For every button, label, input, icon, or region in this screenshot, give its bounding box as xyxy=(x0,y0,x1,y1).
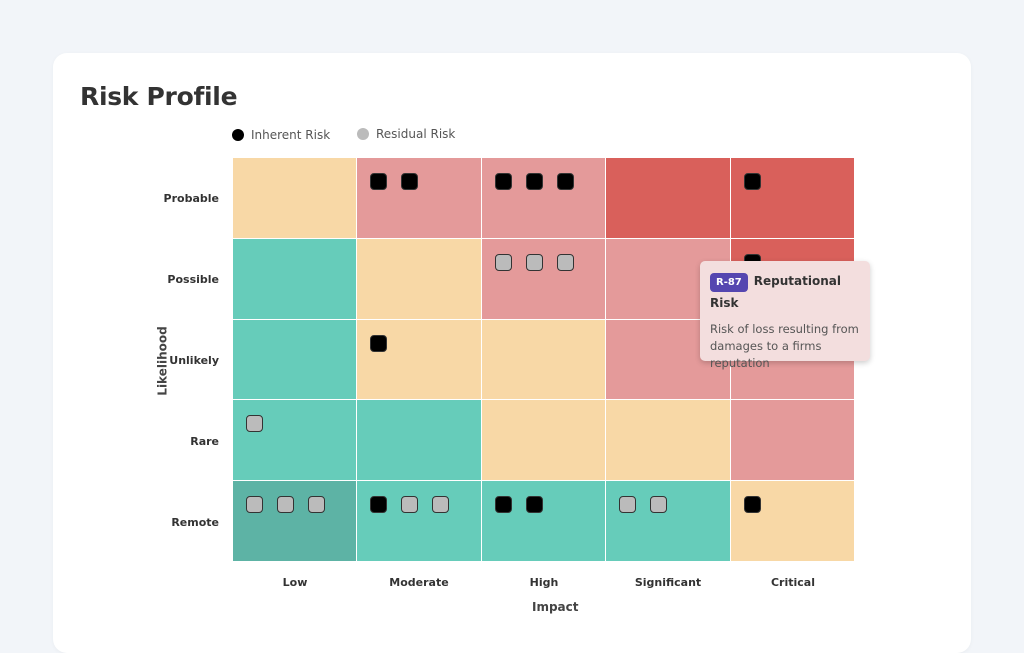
matrix-cell[interactable] xyxy=(481,319,607,401)
residual-risk-marker[interactable] xyxy=(432,496,450,514)
matrix-cell[interactable] xyxy=(233,238,358,320)
residual-risk-marker[interactable] xyxy=(246,496,263,514)
gray-dot-icon xyxy=(357,128,369,140)
y-tick-label: Rare xyxy=(190,435,219,448)
risk-id-badge: R-87 xyxy=(710,273,748,292)
legend-item-residual: Residual Risk xyxy=(357,127,455,141)
x-tick-label: Critical xyxy=(770,576,815,589)
matrix-cell[interactable] xyxy=(357,319,482,401)
matrix-cell[interactable] xyxy=(357,481,482,562)
inherent-risk-marker[interactable] xyxy=(525,496,543,514)
x-axis-title: Impact xyxy=(532,600,579,614)
black-dot-icon xyxy=(232,129,244,141)
risk-matrix xyxy=(233,158,855,562)
matrix-cell[interactable] xyxy=(357,238,482,320)
residual-risk-marker[interactable] xyxy=(246,415,263,433)
inherent-risk-marker[interactable] xyxy=(370,496,388,514)
inherent-risk-marker[interactable] xyxy=(370,334,388,352)
matrix-cell[interactable] xyxy=(730,400,855,482)
matrix-cell[interactable] xyxy=(481,481,607,562)
inherent-risk-marker[interactable] xyxy=(743,496,761,514)
x-tick-label: Low xyxy=(282,576,308,589)
inherent-risk-marker[interactable] xyxy=(494,173,512,190)
residual-risk-marker[interactable] xyxy=(494,253,512,271)
matrix-cell[interactable] xyxy=(730,158,855,239)
residual-risk-marker[interactable] xyxy=(650,496,668,514)
matrix-cell[interactable] xyxy=(357,400,482,482)
matrix-cell[interactable] xyxy=(481,400,607,482)
x-tick-label: Moderate xyxy=(389,576,449,589)
inherent-risk-marker[interactable] xyxy=(525,173,543,190)
x-tick-label: Significant xyxy=(634,576,702,589)
risk-tooltip: R-87 Reputational Risk Risk of loss resul… xyxy=(700,261,870,370)
residual-risk-marker[interactable] xyxy=(619,496,637,514)
matrix-cell[interactable] xyxy=(606,400,731,482)
legend-item-inherent: Inherent Risk xyxy=(232,128,330,142)
inherent-risk-marker[interactable] xyxy=(494,496,512,514)
matrix-cell[interactable] xyxy=(233,319,358,401)
y-tick-label: Unlikely xyxy=(169,354,219,367)
legend-label: Inherent Risk xyxy=(251,128,331,142)
matrix-cell[interactable] xyxy=(606,481,731,562)
matrix-cell[interactable] xyxy=(730,481,855,562)
residual-risk-marker[interactable] xyxy=(401,496,419,514)
residual-risk-marker[interactable] xyxy=(525,253,543,271)
legend-label: Residual Risk xyxy=(376,127,456,141)
matrix-cell[interactable] xyxy=(233,158,358,239)
matrix-cell[interactable] xyxy=(606,158,731,239)
y-axis-title: Likelihood xyxy=(155,326,170,396)
page-title: Risk Profile xyxy=(80,82,238,111)
inherent-risk-marker[interactable] xyxy=(743,173,761,190)
inherent-risk-marker[interactable] xyxy=(370,173,388,190)
y-tick-label: Remote xyxy=(171,516,219,529)
inherent-risk-marker[interactable] xyxy=(401,173,419,190)
y-tick-label: Probable xyxy=(163,192,219,205)
tooltip-title: Reputational Risk xyxy=(710,274,841,310)
tooltip-description: Risk of loss resulting from damages to a… xyxy=(710,322,859,370)
x-tick-label: High xyxy=(529,576,559,589)
matrix-cell[interactable] xyxy=(481,158,607,239)
residual-risk-marker[interactable] xyxy=(556,253,574,271)
matrix-cell[interactable] xyxy=(481,238,607,320)
matrix-cell[interactable] xyxy=(233,400,358,482)
residual-risk-marker[interactable] xyxy=(308,496,325,514)
residual-risk-marker[interactable] xyxy=(277,496,294,514)
y-tick-label: Possible xyxy=(167,273,219,286)
matrix-cell[interactable] xyxy=(233,481,358,562)
matrix-cell[interactable] xyxy=(357,158,482,239)
inherent-risk-marker[interactable] xyxy=(556,173,574,190)
